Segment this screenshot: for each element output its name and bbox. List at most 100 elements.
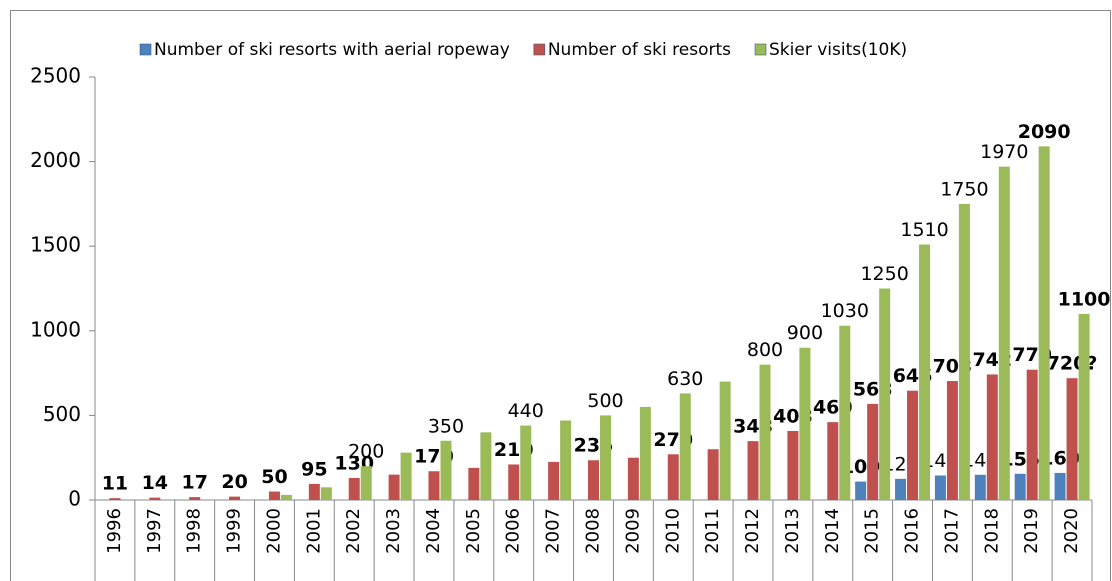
value-label: 1970 <box>980 141 1028 163</box>
value-label: 20 <box>221 471 247 493</box>
x-tick-label: 2018 <box>981 508 1002 554</box>
bar <box>149 497 161 500</box>
bar <box>855 481 867 500</box>
bar <box>867 403 879 500</box>
bar <box>919 244 931 500</box>
value-label: 1100 <box>1058 288 1111 310</box>
bar <box>360 466 372 500</box>
bar <box>600 415 611 500</box>
bar <box>468 467 480 500</box>
x-tick-label: 2020 <box>1061 508 1082 554</box>
x-tick-label: 1996 <box>104 508 125 554</box>
x-tick-label: 2014 <box>822 508 843 554</box>
bar <box>934 475 946 500</box>
x-tick-label: 2007 <box>543 508 564 554</box>
bar <box>560 420 572 500</box>
bar <box>1066 378 1078 500</box>
y-tick-label: 1500 <box>30 233 81 257</box>
bar <box>799 347 811 500</box>
bar <box>1014 473 1026 500</box>
bar <box>719 381 731 500</box>
value-label: 2090 <box>1018 121 1071 143</box>
value-label: 95 <box>301 458 327 480</box>
legend-label: Number of ski resorts <box>548 40 731 60</box>
bar <box>707 449 719 500</box>
bar <box>787 430 799 500</box>
bar <box>348 478 360 500</box>
y-tick-label: 0 <box>68 487 81 511</box>
bar <box>440 440 452 500</box>
bar <box>958 203 970 500</box>
x-tick-label: 2005 <box>463 508 484 554</box>
value-label: 1750 <box>940 178 988 200</box>
x-tick-label: 2001 <box>303 508 324 554</box>
value-label: 200 <box>348 441 384 463</box>
value-label: 17 <box>181 472 207 494</box>
bar <box>268 491 280 500</box>
bar <box>520 425 532 500</box>
x-tick-label: 2019 <box>1021 508 1042 554</box>
x-tick-label: 2010 <box>662 508 683 554</box>
bar <box>109 498 121 500</box>
bar <box>428 471 440 500</box>
bar <box>280 494 292 500</box>
x-tick-label: 2002 <box>343 508 364 554</box>
x-tick-label: 2000 <box>263 508 284 554</box>
x-tick-label: 2016 <box>902 508 923 554</box>
bar <box>229 496 241 500</box>
value-label: 14 <box>142 472 168 494</box>
x-tick-label: 1997 <box>144 508 165 554</box>
bar <box>1054 472 1066 500</box>
bar <box>400 452 412 500</box>
bar <box>667 454 679 500</box>
bar <box>759 364 771 500</box>
value-label: 440 <box>508 400 544 422</box>
bar <box>879 288 891 500</box>
bar <box>907 390 919 500</box>
x-tick-label: 2015 <box>862 508 883 554</box>
legend-swatch <box>533 43 546 56</box>
bar <box>827 422 839 500</box>
value-label: 900 <box>787 322 823 344</box>
bar <box>480 432 492 500</box>
bar <box>1078 313 1090 500</box>
bar <box>679 393 691 500</box>
x-tick-label: 2013 <box>782 508 803 554</box>
bar <box>747 441 759 500</box>
bar <box>588 460 599 500</box>
value-label: 1030 <box>821 300 869 322</box>
y-tick-label: 2500 <box>30 64 81 88</box>
bar <box>189 497 201 500</box>
x-tick-label: 1998 <box>184 508 205 554</box>
value-label: 1510 <box>900 219 948 241</box>
x-tick-label: 2008 <box>583 508 604 554</box>
chart-border <box>10 10 1111 581</box>
x-tick-label: 2011 <box>702 508 723 554</box>
y-tick-label: 1000 <box>30 317 81 341</box>
x-tick-label: 2004 <box>423 508 444 554</box>
value-label: 50 <box>261 466 287 488</box>
bar <box>946 381 958 500</box>
bar <box>320 487 332 500</box>
x-tick-label: 2009 <box>622 508 643 554</box>
x-tick-label: 2012 <box>742 508 763 554</box>
legend-swatch <box>139 43 152 56</box>
value-label: 630 <box>667 368 703 390</box>
x-tick-label: 2017 <box>941 508 962 554</box>
x-tick-label: 2006 <box>503 508 524 554</box>
bar <box>1038 146 1050 500</box>
x-tick-label: 1999 <box>224 508 245 554</box>
bar <box>508 464 520 500</box>
x-tick-label: 2003 <box>383 508 404 554</box>
bar <box>308 483 320 500</box>
bar <box>388 474 400 500</box>
bar <box>548 461 560 500</box>
value-label: 800 <box>747 339 783 361</box>
legend-label: Number of ski resorts with aerial ropewa… <box>154 40 510 60</box>
bar <box>986 374 998 500</box>
legend-swatch <box>754 43 767 56</box>
value-label: 720? <box>1047 353 1098 375</box>
bar <box>639 406 651 500</box>
bar <box>895 478 907 500</box>
bar <box>627 457 639 500</box>
